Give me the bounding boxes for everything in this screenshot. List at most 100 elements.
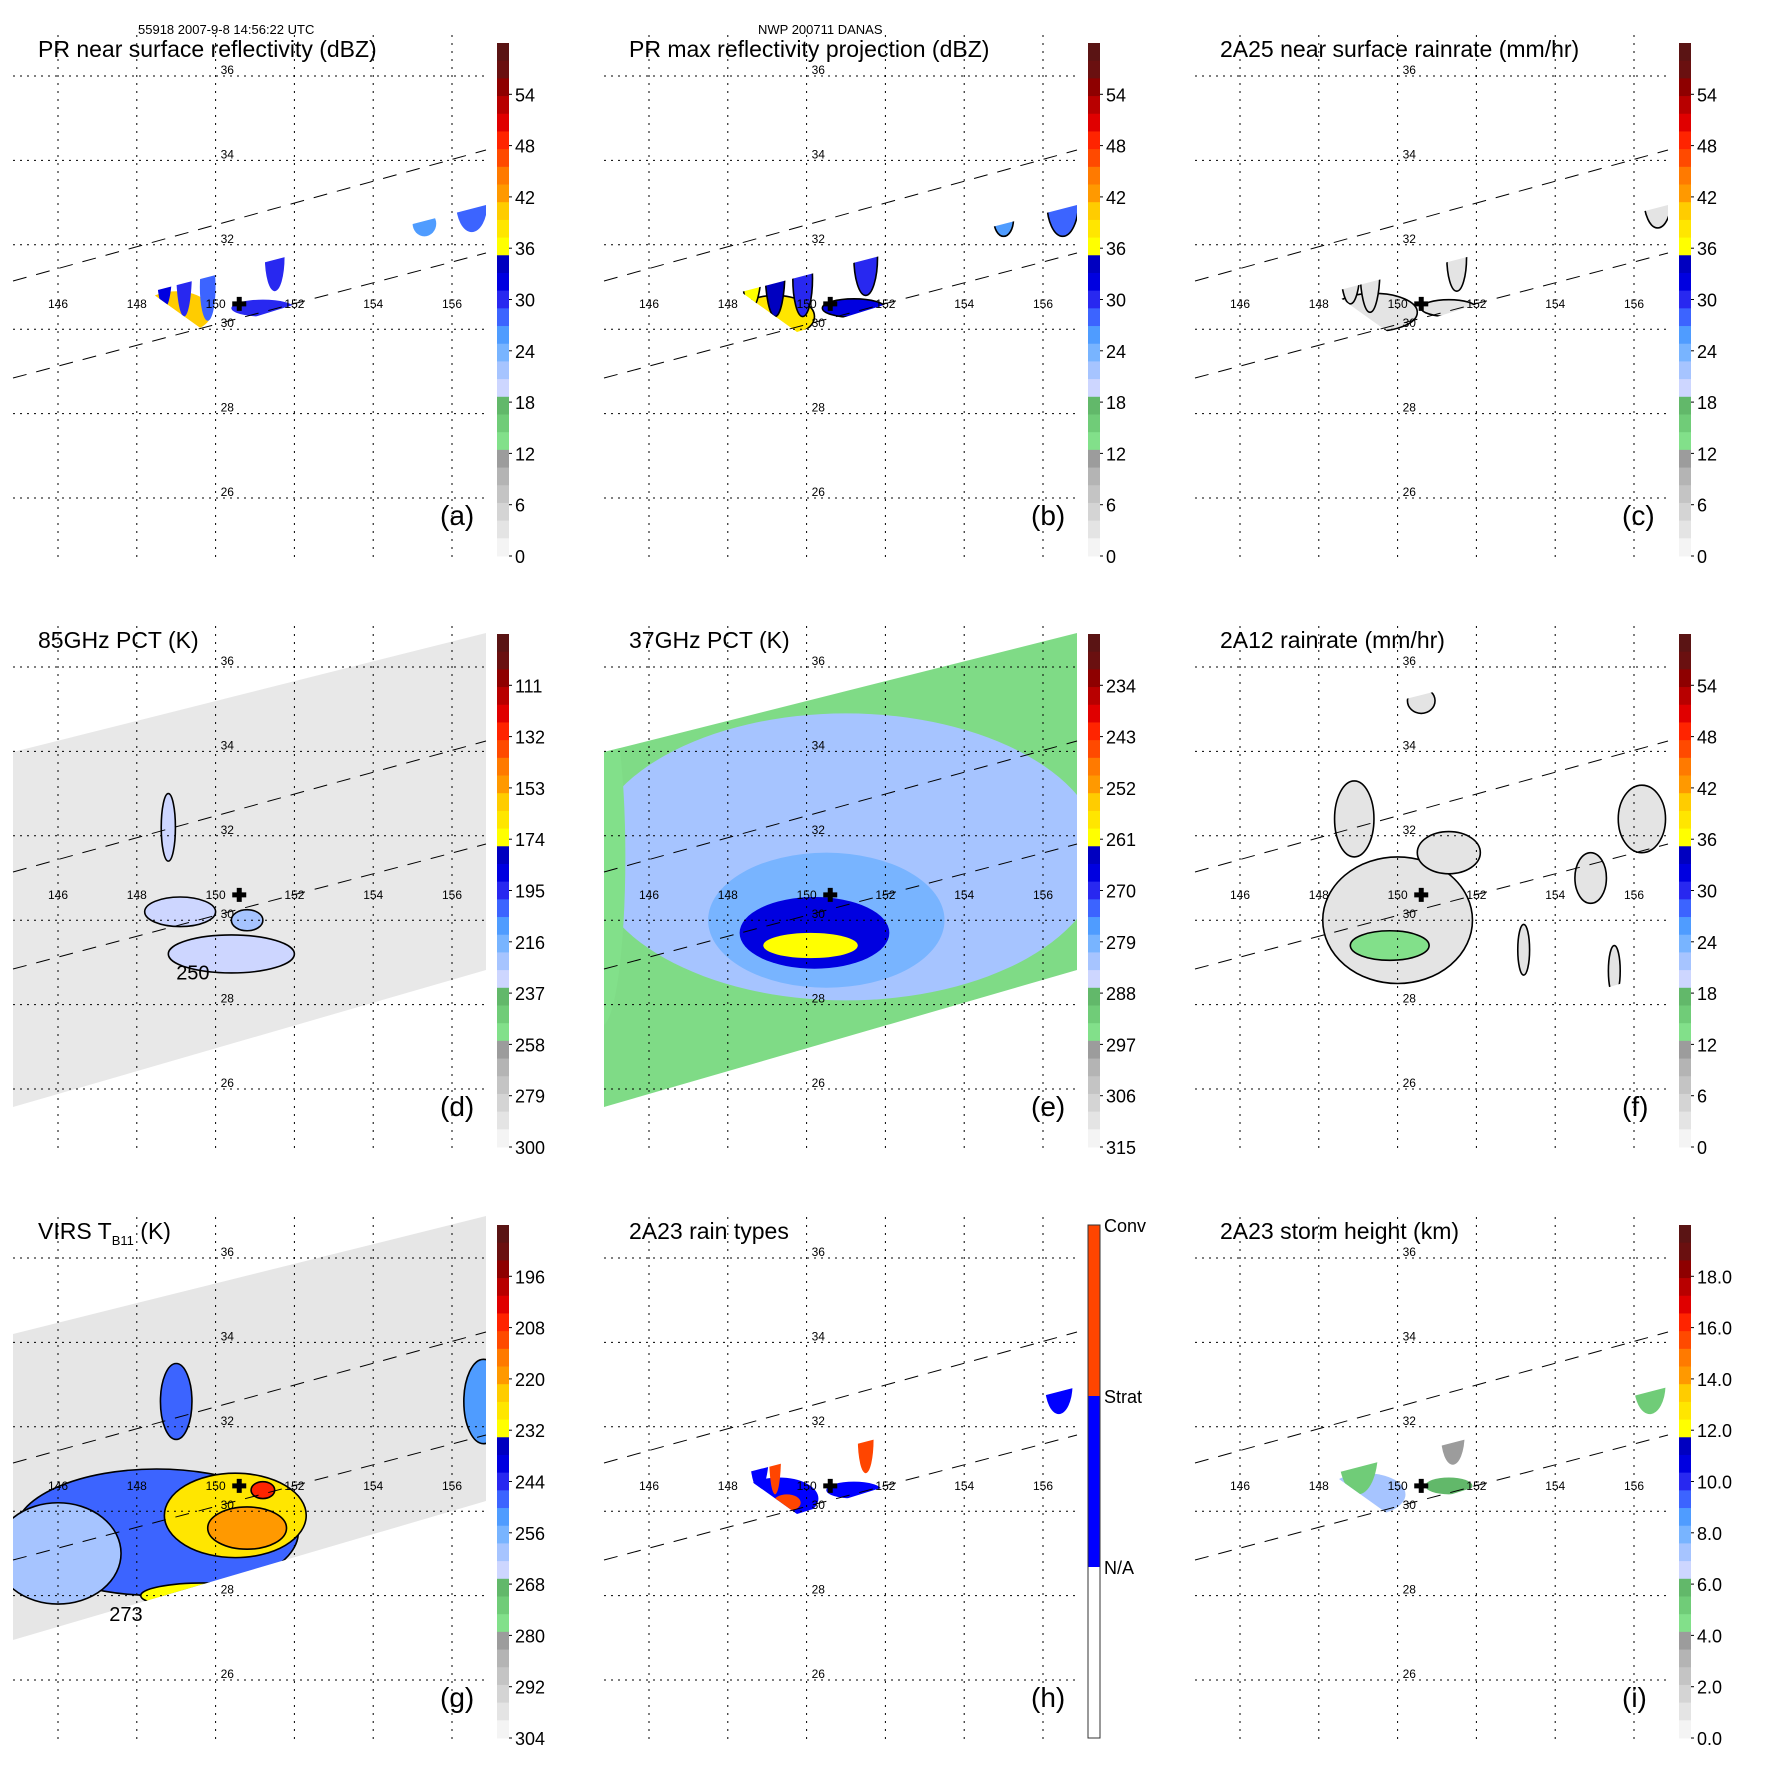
colorbar-tick-label: 30 [1697, 291, 1717, 311]
colorbar-swatch [1679, 1419, 1691, 1438]
lat-tick-label: 26 [812, 485, 826, 499]
colorbar [1088, 43, 1100, 557]
colorbar-swatch [1088, 361, 1100, 380]
panel-g: 3634323028261461481501521541562731962082… [0, 1182, 591, 1773]
pr-swath-edge [1194, 740, 1669, 873]
lon-tick-label: 156 [1033, 1479, 1053, 1493]
panel-title: PR max reflectivity projection (dBZ) [629, 36, 989, 63]
colorbar-swatch [1679, 149, 1691, 168]
colorbar-swatch [497, 987, 509, 1006]
lat-tick-label: 30 [812, 1498, 826, 1512]
colorbar-tick-label: 42 [1697, 779, 1717, 799]
lon-tick-label: 148 [718, 888, 738, 902]
pr-swath-edge [1194, 1331, 1669, 1464]
lon-tick-label: 146 [1230, 1479, 1250, 1493]
panel-label: (e) [1031, 1091, 1066, 1122]
colorbar-swatch [1679, 1508, 1691, 1527]
colorbar-swatch [1679, 775, 1691, 794]
colorbar-tick-label: 280 [515, 1626, 545, 1646]
colorbar-tick-label: 12 [515, 444, 535, 464]
colorbar-tick-label: 24 [1106, 342, 1126, 362]
lat-tick-label: 30 [812, 316, 826, 330]
lat-tick-label: 32 [812, 232, 826, 246]
colorbar-swatch [497, 775, 509, 794]
colorbar-tick-label: 252 [1106, 779, 1136, 799]
colorbar-swatch [497, 1058, 509, 1077]
lat-tick-label: 34 [812, 738, 826, 752]
colorbar-swatch [1088, 43, 1100, 62]
colorbar-tick-label: 12 [1697, 444, 1717, 464]
colorbar-swatch [497, 1508, 509, 1527]
colorbar-swatch [497, 1596, 509, 1615]
colorbar-na-segment [1088, 1567, 1100, 1738]
colorbar-swatch [1088, 520, 1100, 539]
field-feature [463, 1358, 486, 1445]
lat-tick-label: 26 [1403, 485, 1417, 499]
colorbar-swatch [1679, 1242, 1691, 1261]
colorbar-swatch [497, 1419, 509, 1438]
colorbar-swatch [1679, 255, 1691, 274]
lat-tick-label: 36 [221, 63, 235, 77]
colorbar-swatch [497, 237, 509, 256]
field-feature [1349, 929, 1430, 962]
colorbar-swatch [497, 343, 509, 362]
colorbar-tick-label: 195 [515, 882, 545, 902]
colorbar-swatch [1088, 775, 1100, 794]
colorbar-swatch [497, 1561, 509, 1580]
colorbar-swatch [1679, 1720, 1691, 1739]
map-plot-e: 3634323028261461481501521541562342432522… [603, 626, 1136, 1158]
colorbar [497, 634, 509, 1148]
colorbar [497, 1225, 509, 1739]
panel-title-text: 2A12 rainrate (mm/hr) [1220, 627, 1445, 653]
colorbar-swatch [1088, 917, 1100, 936]
lat-tick-label: 26 [221, 1667, 235, 1681]
colorbar-tick-label: 36 [1106, 239, 1126, 259]
storm-center-icon [232, 887, 247, 902]
colorbar-swatch [1088, 1111, 1100, 1130]
colorbar-swatch [497, 202, 509, 221]
colorbar-swatch [1088, 219, 1100, 239]
colorbar-swatch [497, 96, 509, 115]
field-feature [167, 934, 296, 974]
colorbar-swatch [497, 1366, 509, 1385]
panel-title-text: 2A23 rain types [629, 1218, 789, 1244]
colorbar-tick-label: 48 [515, 137, 535, 157]
lon-tick-label: 156 [1624, 297, 1644, 311]
lon-tick-label: 154 [954, 888, 974, 902]
colorbar-tick-label: 0 [1106, 547, 1116, 567]
colorbar-tick-label: 315 [1106, 1138, 1136, 1158]
colorbar-swatch [497, 846, 509, 865]
colorbar-swatch [1088, 60, 1100, 79]
lat-tick-label: 32 [1403, 823, 1417, 837]
colorbar-tick-label: 232 [515, 1421, 545, 1441]
lon-tick-label: 154 [1545, 888, 1565, 902]
field-feature [159, 1362, 193, 1441]
lat-tick-label: 36 [1403, 63, 1417, 77]
colorbar-swatch [497, 1437, 509, 1456]
map-plot-g: 3634323028261461481501521541562731962082… [12, 1216, 545, 1749]
colorbar-tick-label: 8.0 [1697, 1524, 1722, 1544]
map-plot-d: 3634323028261461481501521541562501111321… [12, 626, 545, 1158]
colorbar-swatch [1679, 1702, 1691, 1721]
field-feature [1017, 1388, 1030, 1398]
lon-tick-label: 150 [797, 888, 817, 902]
colorbar-swatch [497, 1313, 509, 1332]
field-layer [143, 792, 296, 974]
colorbar-swatch [1088, 485, 1100, 504]
colorbar-swatch [1088, 1023, 1100, 1042]
field-feature [769, 1418, 781, 1495]
colorbar-swatch [1088, 467, 1100, 486]
panel-e: 3634323028261461481501521541562342432522… [591, 591, 1182, 1182]
colorbar-swatch [497, 1702, 509, 1721]
colorbar-swatch [497, 828, 509, 847]
colorbar-swatch [497, 131, 509, 150]
lat-tick-label: 36 [1403, 1245, 1417, 1259]
colorbar-swatch [1679, 1040, 1691, 1060]
storm-center-icon [823, 887, 838, 902]
panel-a: 3634323028261461481501521541565448423630… [0, 0, 591, 591]
lon-tick-label: 156 [442, 1479, 462, 1493]
lon-tick-label: 146 [639, 888, 659, 902]
colorbar-swatch [497, 1578, 509, 1597]
colorbar-swatch [1679, 202, 1691, 221]
map-plot-f: 3634323028261461481501521541565448423630… [1194, 626, 1717, 1158]
